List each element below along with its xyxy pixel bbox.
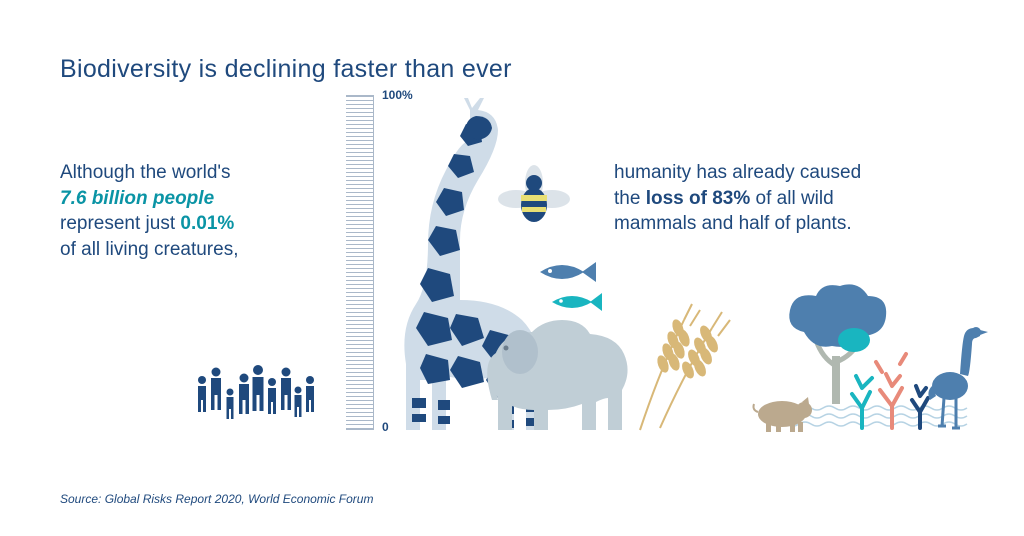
- right-line1: humanity has already caused: [614, 162, 861, 183]
- page-title: Biodiversity is declining faster than ev…: [60, 55, 512, 84]
- left-line2a: represent just: [60, 213, 180, 234]
- people-icon: [198, 365, 314, 419]
- left-line3: of all living creatures,: [60, 239, 238, 260]
- tree-icon: [789, 284, 886, 404]
- right-line2a: the: [614, 188, 646, 209]
- giraffe-icon: [404, 98, 540, 430]
- bee-icon: [498, 165, 570, 222]
- scale-ruler: [346, 95, 374, 430]
- percent-stat: 0.01%: [180, 213, 234, 234]
- ruler-max-label: 100%: [382, 88, 413, 102]
- ostrich-icon: [928, 327, 988, 428]
- loss-stat: loss of 83%: [646, 188, 751, 209]
- source-citation: Source: Global Risks Report 2020, World …: [60, 492, 373, 506]
- fish-icon: [540, 262, 602, 311]
- elephant-icon: [487, 320, 627, 430]
- pig-icon: [754, 397, 813, 432]
- right-paragraph: humanity has already caused the loss of …: [614, 160, 934, 237]
- right-line3: mammals and half of plants.: [614, 213, 852, 234]
- population-stat: 7.6 billion people: [60, 188, 214, 209]
- left-paragraph: Although the world's 7.6 billion people …: [60, 160, 320, 263]
- ruler-min-label: 0: [382, 420, 389, 434]
- coral-icon: [852, 354, 928, 428]
- left-line1: Although the world's: [60, 162, 231, 183]
- right-line2b: of all wild: [750, 188, 833, 209]
- wheat-icon: [640, 304, 730, 430]
- water-lines-icon: [775, 406, 967, 426]
